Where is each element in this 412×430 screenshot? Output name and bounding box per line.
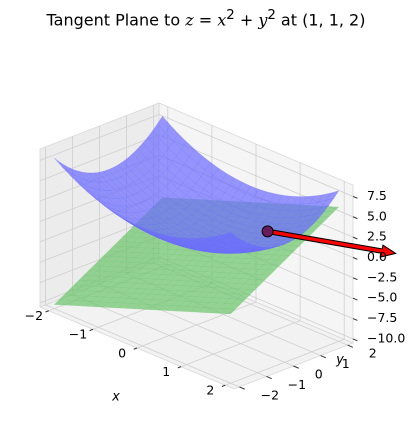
z-tick <box>353 278 357 280</box>
title-prefix: Tangent Plane to <box>47 10 186 29</box>
x-tick-label: 1 <box>162 364 170 379</box>
z-tick-label: −10.0 <box>367 330 405 345</box>
z-tick <box>353 298 357 300</box>
x-tick-label: 2 <box>206 383 214 398</box>
y-tick-label: −1 <box>288 377 306 392</box>
title-formula-x: x <box>217 10 226 29</box>
x-tick-label: −2 <box>25 308 43 323</box>
y-tick <box>266 376 271 378</box>
z-tick-label: −2.5 <box>367 269 397 284</box>
x-tick <box>178 367 181 368</box>
y-tick-label: 2 <box>369 346 377 361</box>
z-tick-label: 5.0 <box>367 208 387 223</box>
x-tick-label: −1 <box>69 327 87 342</box>
x-tick <box>46 311 49 312</box>
title-formula-plus: + <box>235 10 259 29</box>
title-formula-z: z <box>185 10 193 29</box>
z-tick <box>353 257 357 259</box>
x-axis-label: x <box>111 390 120 405</box>
y-tick <box>321 356 326 358</box>
y-tick <box>294 366 299 368</box>
z-tick-label: −7.5 <box>367 310 397 325</box>
title-suffix: at (1, 1, 2) <box>276 10 366 29</box>
y-tick-label: −2 <box>261 387 279 402</box>
z-tick <box>353 196 357 198</box>
tangent-point <box>262 226 273 237</box>
y-tick-label: 0 <box>315 366 323 381</box>
z-tick-label: 7.5 <box>367 188 387 203</box>
title-formula-y: y <box>258 10 267 29</box>
z-tick <box>353 339 357 341</box>
x-tick <box>222 385 225 386</box>
x-tick <box>90 329 93 330</box>
y-tick <box>348 345 353 347</box>
title-formula-eq: = <box>194 10 218 29</box>
x-tick <box>134 348 137 349</box>
z-tick-label: 2.5 <box>367 229 387 244</box>
z-tick-label: 0.0 <box>367 249 387 264</box>
x-tick-label: 0 <box>118 345 126 360</box>
z-tick-label: −5.0 <box>367 290 397 305</box>
title-formula-y-exp: 2 <box>267 8 275 23</box>
z-tick <box>353 237 357 239</box>
title-formula-x-exp: 2 <box>226 8 234 23</box>
y-axis-label: y <box>335 353 344 368</box>
y-tick <box>239 387 244 389</box>
z-tick <box>353 217 357 219</box>
chart-title: Tangent Plane to z = x2 + y2 at (1, 1, 2… <box>0 8 412 29</box>
z-tick <box>353 319 357 321</box>
